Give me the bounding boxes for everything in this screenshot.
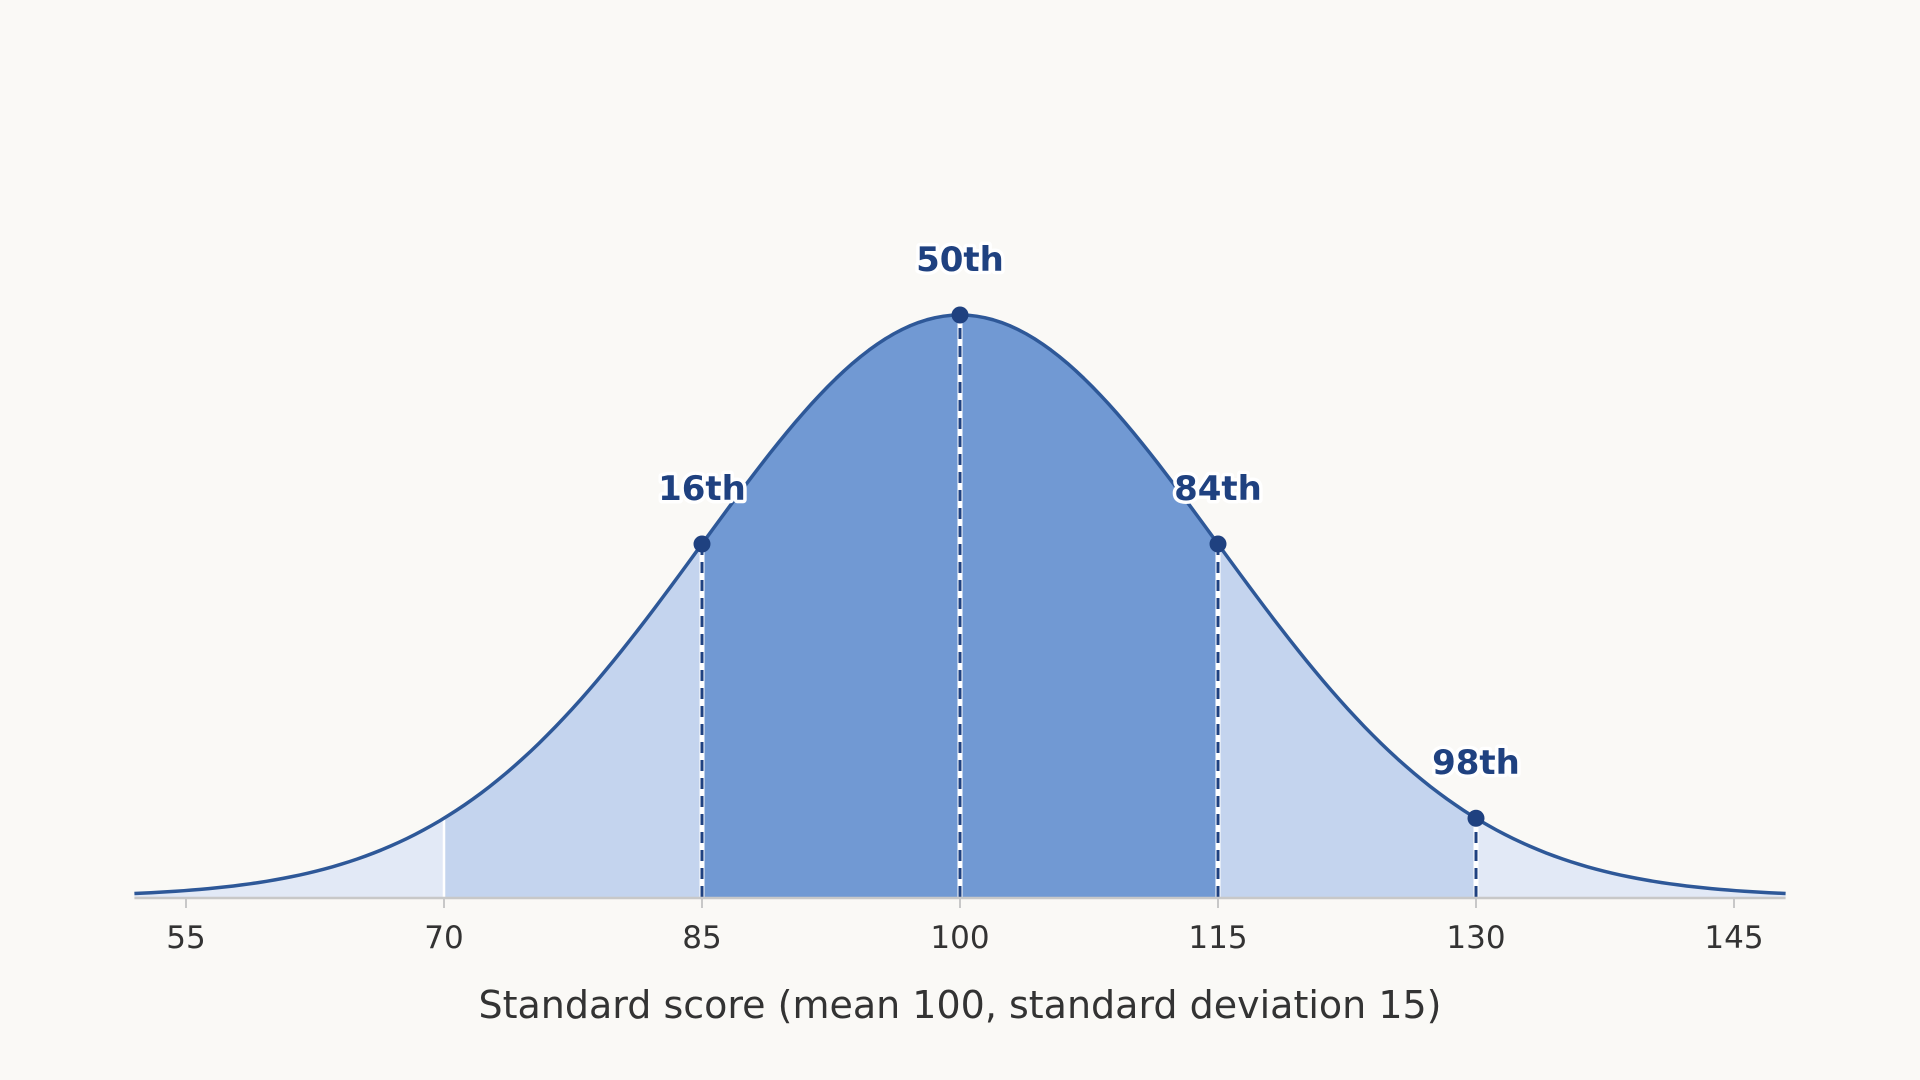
percentile-marker-dot <box>693 535 711 553</box>
x-tick-label: 130 <box>1446 920 1505 956</box>
percentile-label: 98th <box>1432 743 1520 783</box>
percentile-marker-dot <box>1209 535 1227 553</box>
x-tick-label: 85 <box>682 920 721 956</box>
x-tick-label: 55 <box>166 920 205 956</box>
percentile-marker-dot <box>1467 809 1485 827</box>
percentile-markers: 16th 50th 84th 98th <box>655 237 1523 827</box>
x-tick-label: 145 <box>1704 920 1763 956</box>
x-axis-title: Standard score (mean 100, standard devia… <box>478 983 1441 1027</box>
x-axis-ticks: 55 70 85 100 115 130 145 <box>166 898 1764 956</box>
percentile-label: 16th <box>658 469 746 509</box>
band-area-0 <box>134 818 444 897</box>
percentile-lines <box>699 315 1479 897</box>
x-tick-label: 70 <box>424 920 463 956</box>
percentile-label: 84th <box>1174 469 1262 509</box>
band-area-4 <box>1476 818 1786 897</box>
x-tick-label: 100 <box>930 920 989 956</box>
percentile-label: 50th <box>916 240 1004 280</box>
percentile-marker-dot <box>951 306 969 324</box>
x-tick-label: 115 <box>1188 920 1247 956</box>
